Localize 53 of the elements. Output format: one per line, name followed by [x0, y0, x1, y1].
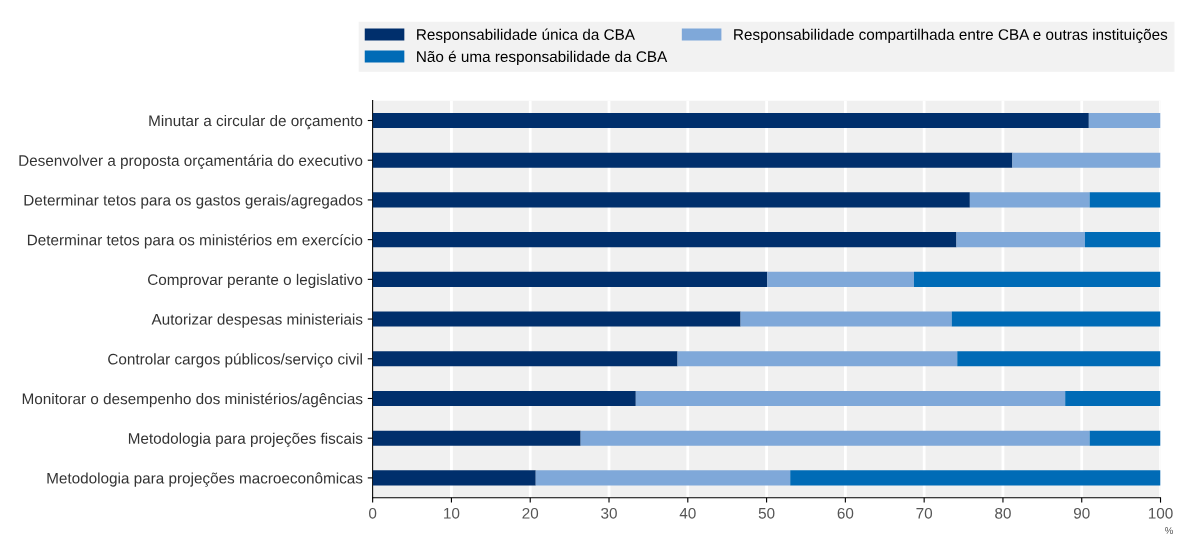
bar: [580, 430, 1090, 446]
x-tick-label: 20: [522, 507, 539, 519]
legend-label: Não é uma responsabilidade da CBA: [417, 50, 668, 66]
bar: [372, 271, 768, 287]
bar: [790, 470, 1161, 486]
bar: [1089, 430, 1161, 446]
bar: [372, 351, 678, 367]
legend-label: Responsabilidade única da CBA: [417, 28, 635, 43]
bar: [372, 390, 636, 407]
bar: [1089, 192, 1161, 208]
bar: [372, 152, 1013, 168]
bar: [1084, 232, 1161, 248]
bar: [1088, 112, 1161, 129]
y-tick-label: Metodologia para projeções fiscais: [128, 432, 363, 447]
bar: [957, 351, 1161, 367]
x-tick-label: 100: [1148, 507, 1173, 519]
bar: [951, 311, 1161, 327]
y-tick-label: Desenvolver a proposta orçamentária do executivo: [19, 154, 363, 170]
bar: [956, 232, 1085, 248]
y-tick-label: Controlar cargos públicos/serviço civil: [108, 353, 362, 368]
bar: [635, 390, 1066, 407]
bar: [677, 351, 958, 367]
bar: [767, 271, 914, 287]
bar: [969, 192, 1090, 208]
x-axis-title: %: [1165, 527, 1173, 534]
y-tick-label: Minutar a circular de orçamento: [149, 114, 363, 130]
bar: [372, 430, 581, 446]
y-tick-label: Autorizar despesas ministeriais: [151, 313, 363, 328]
y-tick-label: Metodologia para projeções macroeconômicas: [47, 472, 363, 487]
y-tick-label: Determinar tetos para os ministérios em exercício: [27, 234, 363, 249]
bar: [372, 232, 957, 248]
x-tick-label: 70: [916, 507, 933, 519]
bar: [913, 271, 1161, 287]
x-tick-label: 80: [995, 507, 1011, 519]
x-tick-label: 10: [444, 507, 460, 519]
bar: [740, 311, 952, 327]
bar: [372, 311, 741, 327]
y-tick-label: Monitorar o desempenho dos ministérios/agências: [22, 392, 363, 408]
x-tick-label: 50: [758, 507, 775, 519]
bar: [372, 192, 970, 208]
y-tick-label: Comprovar perante o legislativo: [148, 273, 363, 289]
x-tick-label: 0: [368, 507, 377, 519]
bar: [1065, 390, 1161, 407]
bar: [372, 470, 536, 486]
bar: [1012, 152, 1161, 168]
bar: [535, 470, 791, 486]
x-tick-label: 90: [1073, 507, 1090, 519]
bar: [372, 112, 1089, 129]
x-tick-label: 30: [601, 507, 617, 519]
x-tick-label: 40: [679, 507, 696, 519]
y-tick-label: Determinar tetos para os gastos gerais/agregados: [24, 194, 363, 209]
x-tick-label: 60: [837, 507, 854, 519]
legend-label: Responsabilidade compartilhada entre CBA e outras instituições: [734, 28, 1168, 44]
